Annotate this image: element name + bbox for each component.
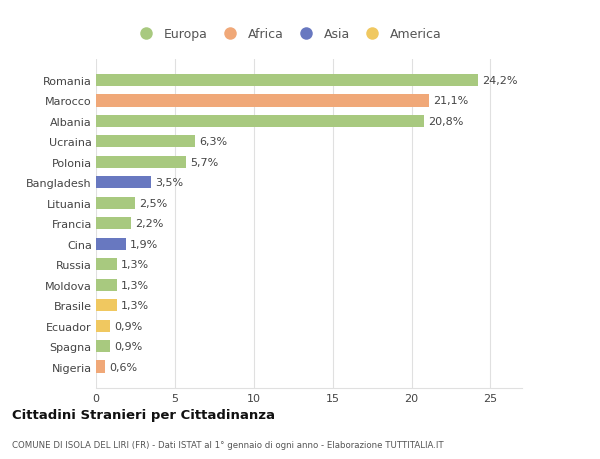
Bar xyxy=(96,299,116,312)
Bar xyxy=(96,116,424,128)
Bar xyxy=(96,361,106,373)
Text: 20,8%: 20,8% xyxy=(428,117,463,127)
Text: COMUNE DI ISOLA DEL LIRI (FR) - Dati ISTAT al 1° gennaio di ogni anno - Elaboraz: COMUNE DI ISOLA DEL LIRI (FR) - Dati IST… xyxy=(12,441,443,449)
Text: 1,9%: 1,9% xyxy=(130,239,158,249)
Text: 1,3%: 1,3% xyxy=(121,280,149,290)
Text: 6,3%: 6,3% xyxy=(199,137,227,147)
Text: 1,3%: 1,3% xyxy=(121,260,149,269)
Bar xyxy=(96,136,196,148)
Text: 3,5%: 3,5% xyxy=(155,178,183,188)
Text: 2,5%: 2,5% xyxy=(139,198,167,208)
Text: 2,2%: 2,2% xyxy=(134,219,163,229)
Bar xyxy=(96,218,131,230)
Legend: Europa, Africa, Asia, America: Europa, Africa, Asia, America xyxy=(129,23,446,46)
Text: Cittadini Stranieri per Cittadinanza: Cittadini Stranieri per Cittadinanza xyxy=(12,408,275,421)
Text: 21,1%: 21,1% xyxy=(433,96,468,106)
Text: 24,2%: 24,2% xyxy=(482,76,517,86)
Bar xyxy=(96,258,116,271)
Bar xyxy=(96,157,186,168)
Bar xyxy=(96,74,478,87)
Bar xyxy=(96,238,126,250)
Text: 5,7%: 5,7% xyxy=(190,157,218,168)
Bar xyxy=(96,320,110,332)
Bar xyxy=(96,279,116,291)
Bar xyxy=(96,197,136,209)
Bar xyxy=(96,340,110,353)
Bar xyxy=(96,95,429,107)
Text: 1,3%: 1,3% xyxy=(121,301,149,310)
Text: 0,6%: 0,6% xyxy=(109,362,137,372)
Bar xyxy=(96,177,151,189)
Text: 0,9%: 0,9% xyxy=(114,321,142,331)
Text: 0,9%: 0,9% xyxy=(114,341,142,351)
